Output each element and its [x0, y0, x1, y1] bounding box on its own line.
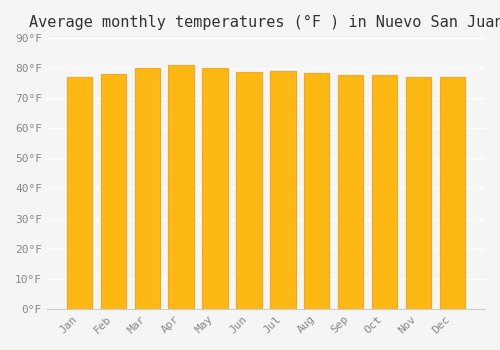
Bar — [67, 77, 92, 309]
Bar — [270, 71, 295, 309]
Bar — [440, 77, 465, 309]
Bar — [406, 77, 431, 309]
Bar — [338, 75, 363, 309]
Bar — [236, 72, 262, 309]
Bar — [202, 68, 228, 309]
Title: Average monthly temperatures (°F ) in Nuevo San Juan: Average monthly temperatures (°F ) in Nu… — [28, 15, 500, 30]
Bar — [168, 65, 194, 309]
Bar — [304, 73, 330, 309]
Bar — [134, 68, 160, 309]
Bar — [100, 74, 126, 309]
Bar — [372, 75, 398, 309]
